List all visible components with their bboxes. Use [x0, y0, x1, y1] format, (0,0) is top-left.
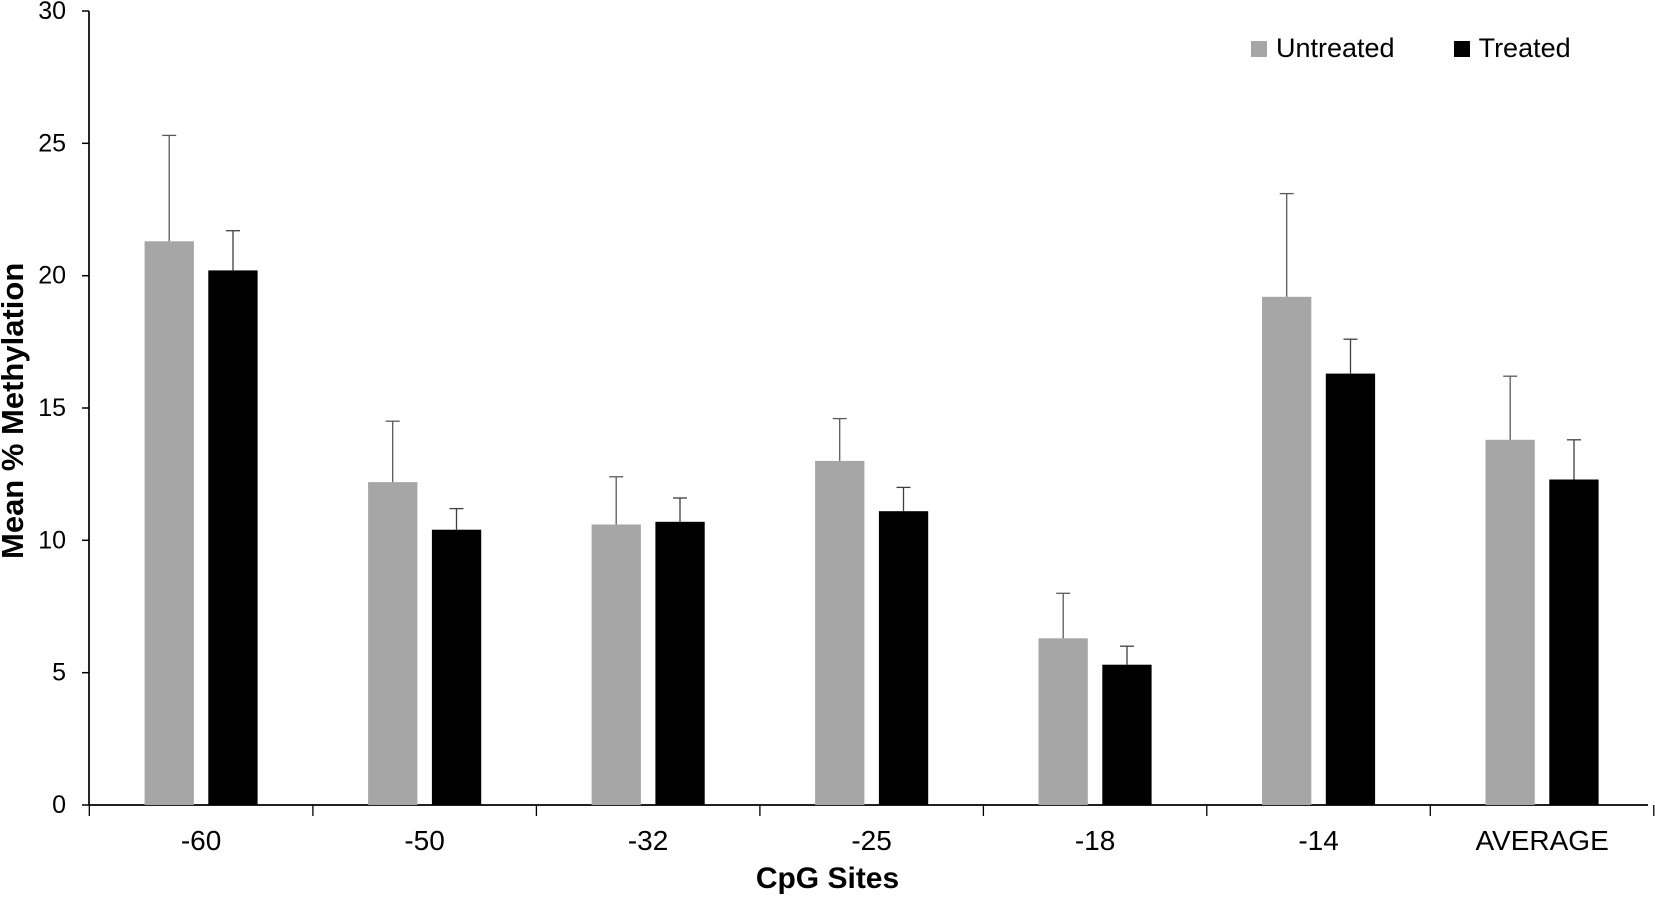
svg-text:30: 30 [38, 0, 66, 25]
svg-text:-25: -25 [851, 825, 891, 856]
svg-text:-60: -60 [181, 825, 221, 856]
svg-text:20: 20 [38, 262, 66, 290]
svg-text:-14: -14 [1298, 825, 1338, 856]
svg-text:-50: -50 [404, 825, 444, 856]
svg-text:0: 0 [52, 791, 66, 819]
svg-text:25: 25 [38, 129, 66, 157]
svg-text:10: 10 [38, 526, 66, 554]
svg-text:15: 15 [38, 394, 66, 422]
svg-text:5: 5 [52, 659, 66, 687]
svg-text:AVERAGE: AVERAGE [1475, 825, 1608, 856]
svg-text:-18: -18 [1075, 825, 1115, 856]
svg-text:-32: -32 [628, 825, 668, 856]
